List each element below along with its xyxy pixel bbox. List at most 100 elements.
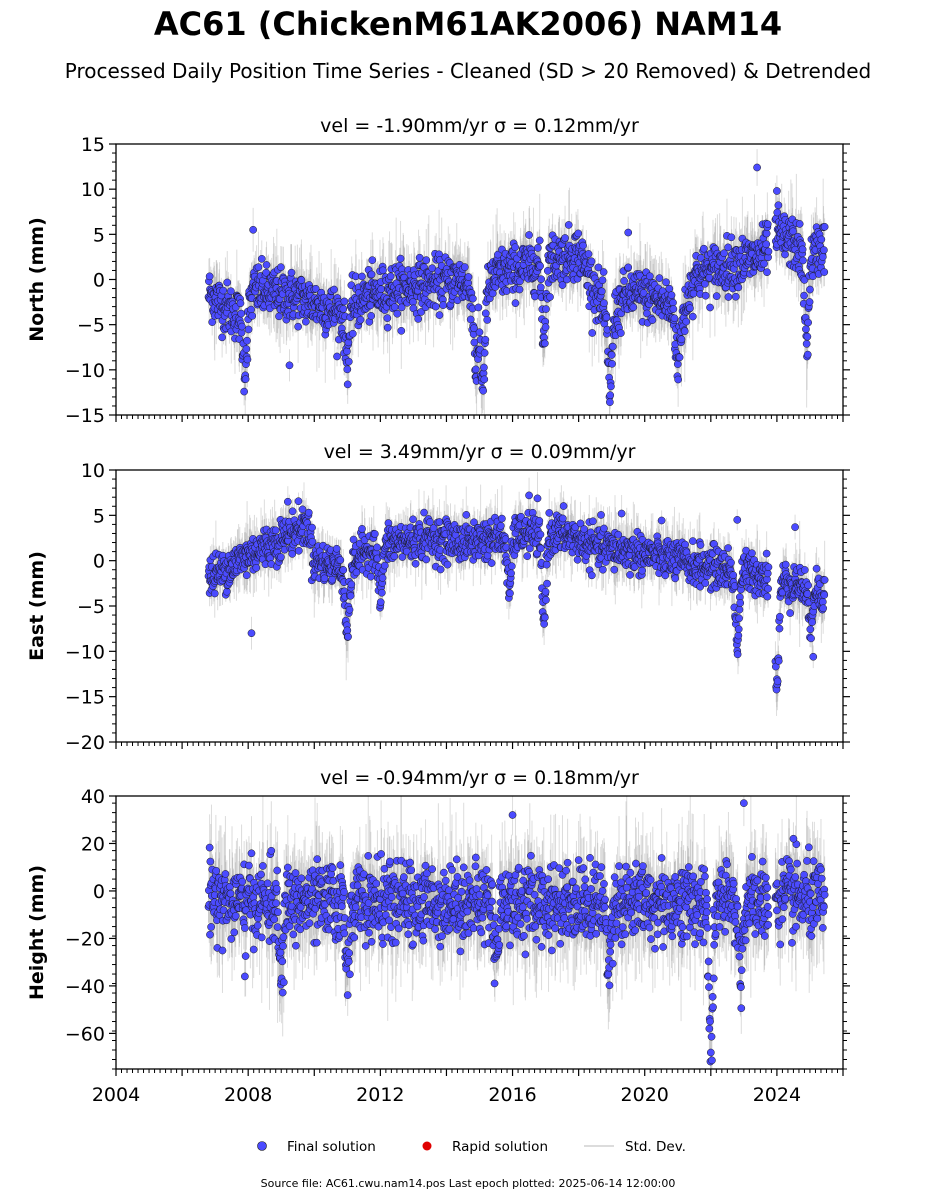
final-solution-point bbox=[579, 241, 587, 250]
final-solution-point bbox=[475, 328, 484, 337]
east-plot-area bbox=[204, 472, 829, 716]
final-solution-point bbox=[602, 313, 611, 322]
final-solution-point bbox=[237, 309, 246, 318]
final-solution-point bbox=[244, 325, 253, 334]
north-panel-title: vel = -1.90mm/yr σ = 0.12mm/yr bbox=[320, 115, 639, 137]
final-solution-point bbox=[760, 259, 768, 268]
final-solution-point bbox=[605, 398, 614, 406]
final-solution-point bbox=[275, 312, 283, 321]
final-solution-point bbox=[800, 291, 808, 300]
final-solution-point bbox=[534, 244, 542, 252]
final-solution-point bbox=[763, 268, 771, 277]
final-solution-point bbox=[564, 221, 573, 229]
final-solution-point bbox=[464, 273, 473, 281]
final-solution-point bbox=[558, 281, 567, 289]
final-solution-point bbox=[774, 201, 783, 210]
final-solution-point bbox=[773, 187, 781, 195]
final-solution-point bbox=[670, 314, 679, 323]
final-solution-point bbox=[643, 309, 651, 318]
final-solution-point bbox=[799, 256, 807, 265]
final-solution-point bbox=[820, 268, 829, 276]
y-tick-label: −10 bbox=[65, 360, 105, 382]
final-solution-point bbox=[802, 339, 811, 348]
final-solution-point bbox=[236, 299, 245, 308]
final-solution-point bbox=[435, 311, 444, 319]
final-solution-point bbox=[396, 254, 405, 263]
final-solution-point bbox=[763, 220, 772, 229]
final-solution-point bbox=[339, 305, 348, 313]
final-solution-point bbox=[287, 268, 296, 277]
y-tick-label: 10 bbox=[81, 179, 105, 201]
final-solution-point bbox=[818, 253, 827, 261]
final-solution-point bbox=[820, 246, 828, 254]
final-solution-point bbox=[629, 303, 638, 312]
final-solution-point bbox=[469, 294, 477, 303]
final-solution-point bbox=[285, 361, 294, 370]
final-solution-point bbox=[646, 272, 654, 281]
final-solution-point bbox=[541, 339, 549, 348]
final-solution-point bbox=[762, 240, 771, 249]
final-solution-point bbox=[460, 263, 469, 271]
final-solution-point bbox=[706, 303, 714, 312]
final-solution-point bbox=[697, 254, 705, 262]
final-solution-point bbox=[620, 277, 629, 285]
final-solution-point bbox=[762, 229, 771, 238]
y-tick-label: 0 bbox=[93, 270, 105, 292]
final-solution-point bbox=[541, 323, 550, 332]
final-solution-point bbox=[257, 254, 266, 263]
final-solution-point bbox=[817, 235, 826, 244]
figure-title: AC61 (ChickenM61AK2006) NAM14 bbox=[154, 5, 782, 43]
final-solution-point bbox=[669, 305, 678, 313]
final-solution-point bbox=[247, 305, 255, 314]
final-solution-point bbox=[673, 360, 682, 368]
final-solution-point bbox=[536, 283, 545, 292]
final-solution-point bbox=[674, 375, 682, 384]
final-solution-point bbox=[240, 387, 248, 396]
final-solution-point bbox=[397, 326, 406, 335]
final-solution-point bbox=[254, 263, 263, 272]
final-solution-point bbox=[803, 332, 812, 341]
final-solution-point bbox=[417, 308, 425, 316]
final-solution-point bbox=[471, 365, 480, 374]
final-solution-point bbox=[686, 304, 694, 313]
y-tick-label: −15 bbox=[65, 405, 105, 427]
final-solution-point bbox=[669, 298, 677, 307]
final-solution-point bbox=[805, 298, 814, 306]
final-solution-point bbox=[431, 302, 440, 311]
final-solution-point bbox=[242, 345, 251, 353]
final-solution-point bbox=[368, 256, 377, 265]
final-solution-point bbox=[301, 317, 310, 326]
final-solution-point bbox=[397, 303, 406, 312]
final-solution-point bbox=[393, 309, 402, 318]
final-solution-point bbox=[803, 350, 812, 359]
final-solution-point bbox=[241, 375, 250, 383]
final-solution-point bbox=[249, 225, 257, 234]
final-solution-point bbox=[386, 272, 395, 281]
final-solution-point bbox=[712, 292, 721, 300]
final-solution-point bbox=[546, 293, 554, 301]
final-solution-point bbox=[343, 380, 352, 389]
north-ylabel: North (mm) bbox=[26, 217, 48, 342]
final-solution-point bbox=[219, 286, 228, 295]
y-tick-label: 15 bbox=[81, 134, 105, 156]
final-solution-point bbox=[422, 256, 431, 264]
final-solution-point bbox=[701, 279, 709, 288]
final-solution-point bbox=[343, 365, 352, 374]
final-solution-point bbox=[617, 329, 625, 337]
final-solution-point bbox=[488, 289, 497, 298]
final-solution-point bbox=[600, 299, 608, 308]
final-solution-point bbox=[624, 263, 633, 272]
final-solution-point bbox=[804, 318, 812, 327]
final-solution-point bbox=[584, 250, 593, 258]
final-solution-point bbox=[597, 287, 606, 296]
final-solution-point bbox=[480, 363, 488, 372]
final-solution-point bbox=[607, 382, 615, 391]
final-solution-point bbox=[502, 287, 511, 295]
final-solution-point bbox=[481, 335, 490, 344]
final-solution-point bbox=[390, 303, 399, 311]
final-solution-point bbox=[344, 357, 353, 366]
final-solution-point bbox=[731, 292, 740, 301]
final-solution-point bbox=[480, 349, 489, 357]
final-solution-point bbox=[238, 322, 246, 331]
final-solution-point bbox=[243, 355, 252, 364]
